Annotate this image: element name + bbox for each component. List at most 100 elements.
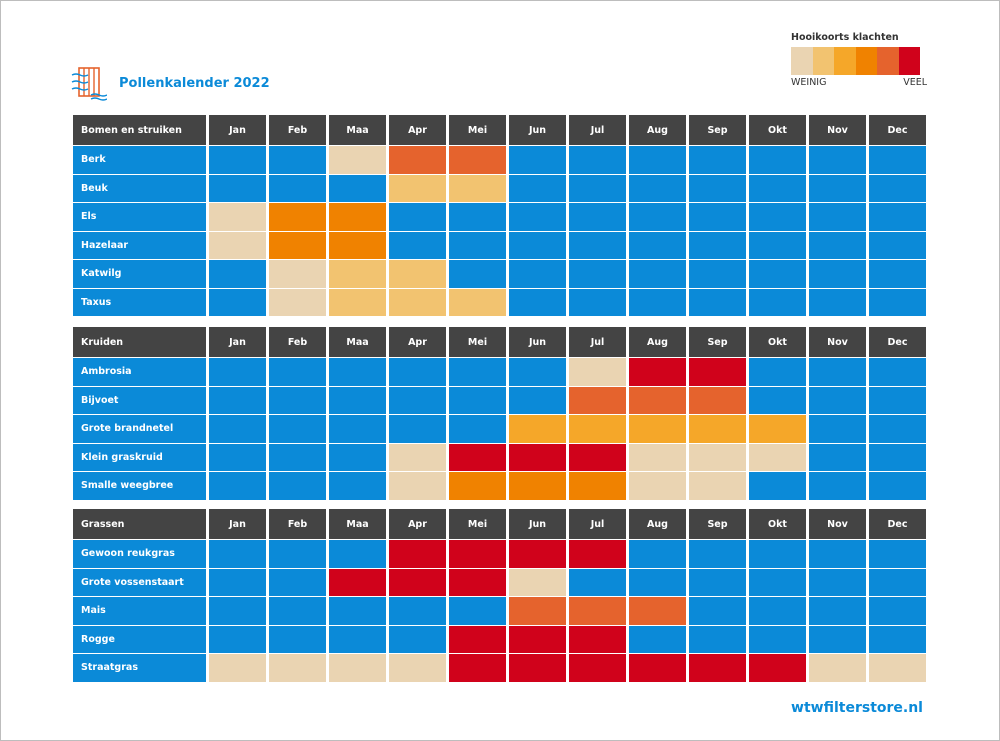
legend-labels: WEINIG VEEL <box>791 77 931 91</box>
pollen-level-cell <box>449 260 506 288</box>
plant-name: Bijvoet <box>73 386 206 414</box>
pollen-level-cell <box>809 597 866 625</box>
pollen-level-cell <box>389 540 446 568</box>
pollen-level-cell <box>629 654 686 682</box>
pollen-level-cell <box>209 288 266 316</box>
month-header-jun: Jun <box>509 509 566 539</box>
pollen-level-cell <box>569 174 626 202</box>
pollen-level-cell <box>449 231 506 259</box>
month-header-maa: Maa <box>329 115 386 145</box>
plant-name: Rogge <box>73 625 206 653</box>
pollen-level-cell <box>689 415 746 443</box>
month-header-dec: Dec <box>869 115 926 145</box>
pollen-level-cell <box>869 540 926 568</box>
pollen-level-cell <box>329 625 386 653</box>
pollen-level-cell <box>749 654 806 682</box>
pollen-level-cell <box>269 654 326 682</box>
pollen-level-cell <box>329 203 386 231</box>
pollen-level-cell <box>569 260 626 288</box>
month-header-jun: Jun <box>509 327 566 357</box>
pollen-level-cell <box>689 625 746 653</box>
pollen-level-cell <box>509 358 566 386</box>
pollen-level-cell <box>869 386 926 414</box>
pollen-level-cell <box>449 597 506 625</box>
plant-row: Grote vossenstaart <box>73 568 928 598</box>
month-header-jul: Jul <box>569 509 626 539</box>
pollen-level-cell <box>749 146 806 174</box>
pollen-level-cell <box>629 203 686 231</box>
pollen-level-cell <box>569 288 626 316</box>
pollen-level-cell <box>809 260 866 288</box>
legend-swatch-3 <box>834 47 856 75</box>
pollen-level-cell <box>269 174 326 202</box>
pollen-level-cell <box>209 654 266 682</box>
pollen-level-cell <box>629 231 686 259</box>
website-link[interactable]: wtwfilterstore.nl <box>791 700 923 716</box>
pollen-level-cell <box>629 288 686 316</box>
pollen-level-cell <box>449 174 506 202</box>
plant-name: Hazelaar <box>73 231 206 259</box>
pollen-level-cell <box>389 415 446 443</box>
pollen-level-cell <box>329 568 386 596</box>
plant-row: Katwilg <box>73 260 928 289</box>
pollen-level-cell <box>689 568 746 596</box>
pollen-level-cell <box>269 540 326 568</box>
pollen-level-cell <box>809 358 866 386</box>
plant-name: Smalle weegbree <box>73 472 206 500</box>
pollen-level-cell <box>809 654 866 682</box>
month-header-apr: Apr <box>389 327 446 357</box>
plant-row: Ambrosia <box>73 358 928 387</box>
pollen-level-cell <box>509 540 566 568</box>
pollen-level-cell <box>629 625 686 653</box>
plant-row: Beuk <box>73 174 928 204</box>
pollen-level-cell <box>209 472 266 500</box>
plant-name: Ambrosia <box>73 358 206 386</box>
pollen-level-cell <box>749 203 806 231</box>
pollen-level-cell <box>569 386 626 414</box>
month-header-aug: Aug <box>629 115 686 145</box>
pollen-level-cell <box>689 174 746 202</box>
month-header-apr: Apr <box>389 509 446 539</box>
pollen-level-cell <box>629 540 686 568</box>
plant-row: Gewoon reukgras <box>73 540 928 569</box>
pollen-level-cell <box>509 146 566 174</box>
plant-row: Klein graskruid <box>73 443 928 473</box>
pollen-level-cell <box>449 203 506 231</box>
plant-row: Straatgras <box>73 654 928 683</box>
pollen-level-cell <box>389 358 446 386</box>
pollen-level-cell <box>389 654 446 682</box>
pollen-level-cell <box>749 231 806 259</box>
pollen-level-cell <box>869 625 926 653</box>
month-header-sep: Sep <box>689 509 746 539</box>
pollen-level-cell <box>329 260 386 288</box>
pollen-level-cell <box>629 472 686 500</box>
pollen-level-cell <box>869 568 926 596</box>
pollen-level-cell <box>569 415 626 443</box>
pollen-level-cell <box>569 443 626 471</box>
pollen-level-cell <box>689 288 746 316</box>
plant-name: Taxus <box>73 288 206 316</box>
pollen-level-cell <box>689 443 746 471</box>
legend-high-label: VEEL <box>903 77 927 88</box>
pollen-level-cell <box>569 231 626 259</box>
pollen-level-cell <box>509 203 566 231</box>
pollen-level-cell <box>269 472 326 500</box>
pollen-level-cell <box>749 625 806 653</box>
month-header-okt: Okt <box>749 115 806 145</box>
plant-name: Straatgras <box>73 654 206 682</box>
month-header-okt: Okt <box>749 327 806 357</box>
pollen-level-cell <box>749 415 806 443</box>
month-header-aug: Aug <box>629 509 686 539</box>
pollen-level-cell <box>449 472 506 500</box>
legend-swatch-1 <box>791 47 813 75</box>
pollen-level-cell <box>869 203 926 231</box>
pollen-level-cell <box>449 386 506 414</box>
pollen-level-cell <box>509 568 566 596</box>
pollen-level-cell <box>329 415 386 443</box>
pollen-level-cell <box>689 472 746 500</box>
pollen-level-cell <box>509 654 566 682</box>
pollen-level-cell <box>389 203 446 231</box>
pollen-level-cell <box>689 146 746 174</box>
section-header-row: Kruiden Jan Feb Maa Apr Mei Jun Jul Aug Sep Okt Nov… <box>73 327 928 358</box>
